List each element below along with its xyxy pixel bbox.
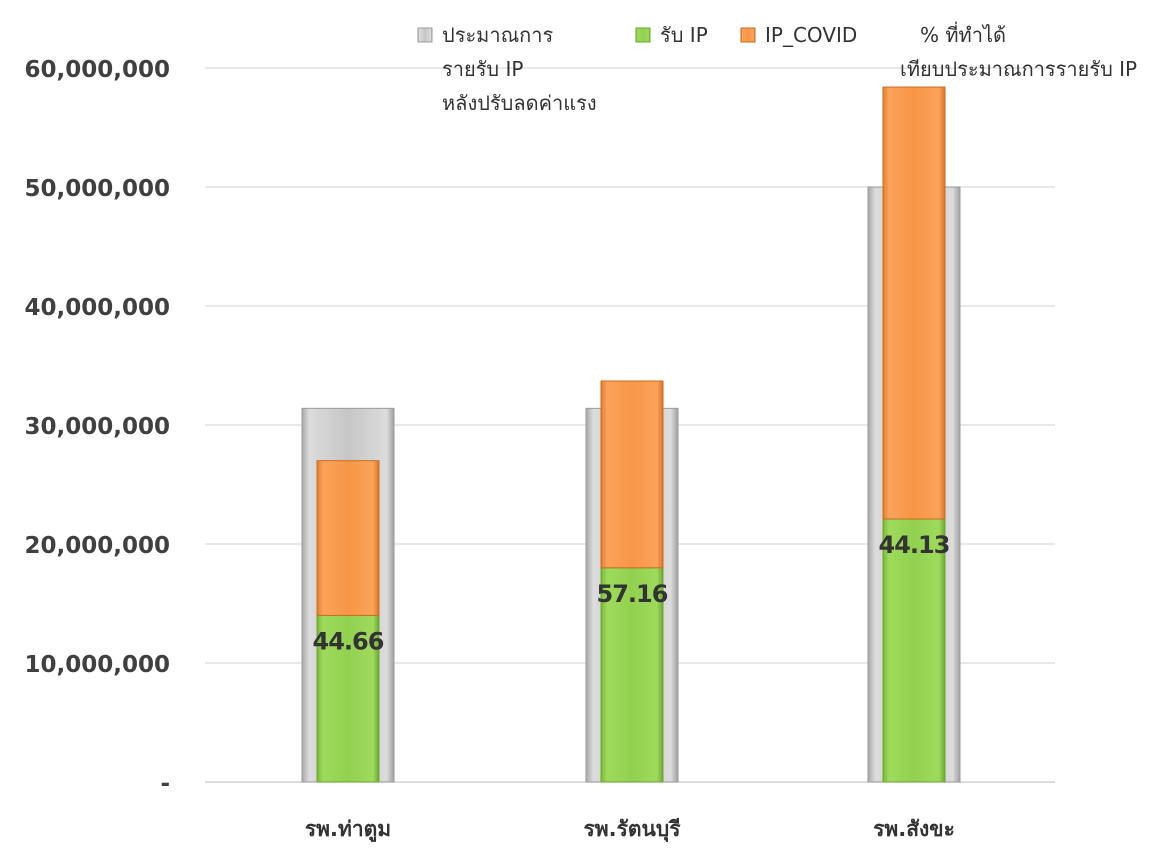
bar-ip (882, 518, 946, 783)
y-tick-label: 20,000,000 (24, 533, 170, 559)
data-label: 57.16 (597, 580, 668, 608)
x-axis: รพ.ท่าตูม รพ.รัตนบุรี รพ.สังขะ (305, 817, 955, 843)
legend-swatch (417, 27, 433, 43)
y-tick-label: 10,000,000 (24, 652, 170, 678)
legend-label: รายรับ IP (442, 57, 523, 81)
y-tick-label: 50,000,000 (24, 176, 170, 202)
bars (301, 86, 961, 783)
data-labels: 44.66 57.16 44.13 (313, 531, 951, 655)
y-tick-label: 40,000,000 (24, 295, 170, 321)
y-tick-label: 60,000,000 (24, 57, 170, 83)
y-axis: - 10,000,000 20,000,000 30,000,000 40,000,00… (24, 57, 170, 797)
legend-label: เทียบประมาณการรายรับ IP (900, 57, 1137, 81)
legend-swatch (740, 27, 756, 43)
legend: ประมาณการรายรับ IP หลังปรับลดค่าแรง รับ IP… (417, 21, 1137, 115)
bar-ip-covid (882, 86, 946, 520)
legend-swatch (635, 27, 651, 43)
data-label: 44.66 (313, 627, 384, 655)
legend-label: % ที่ทำได้ (920, 21, 1006, 47)
x-tick-label: รพ.ท่าตูม (305, 817, 391, 843)
x-tick-label: รพ.รัตนบุรี (584, 817, 682, 843)
x-tick-label: รพ.สังขะ (873, 817, 955, 841)
bar-ip (600, 567, 664, 783)
data-label: 44.13 (879, 531, 950, 559)
legend-label: ประมาณการ (442, 23, 553, 47)
y-tick-label: 30,000,000 (24, 414, 170, 440)
legend-label: IP_COVID (765, 23, 857, 47)
bar-ip-covid (600, 380, 664, 569)
bar-ip (316, 614, 380, 783)
legend-label: หลังปรับลดค่าแรง (442, 91, 597, 115)
legend-label: รับ IP (660, 23, 708, 47)
y-tick-label: - (160, 771, 170, 797)
bar-ip-covid (316, 460, 380, 616)
